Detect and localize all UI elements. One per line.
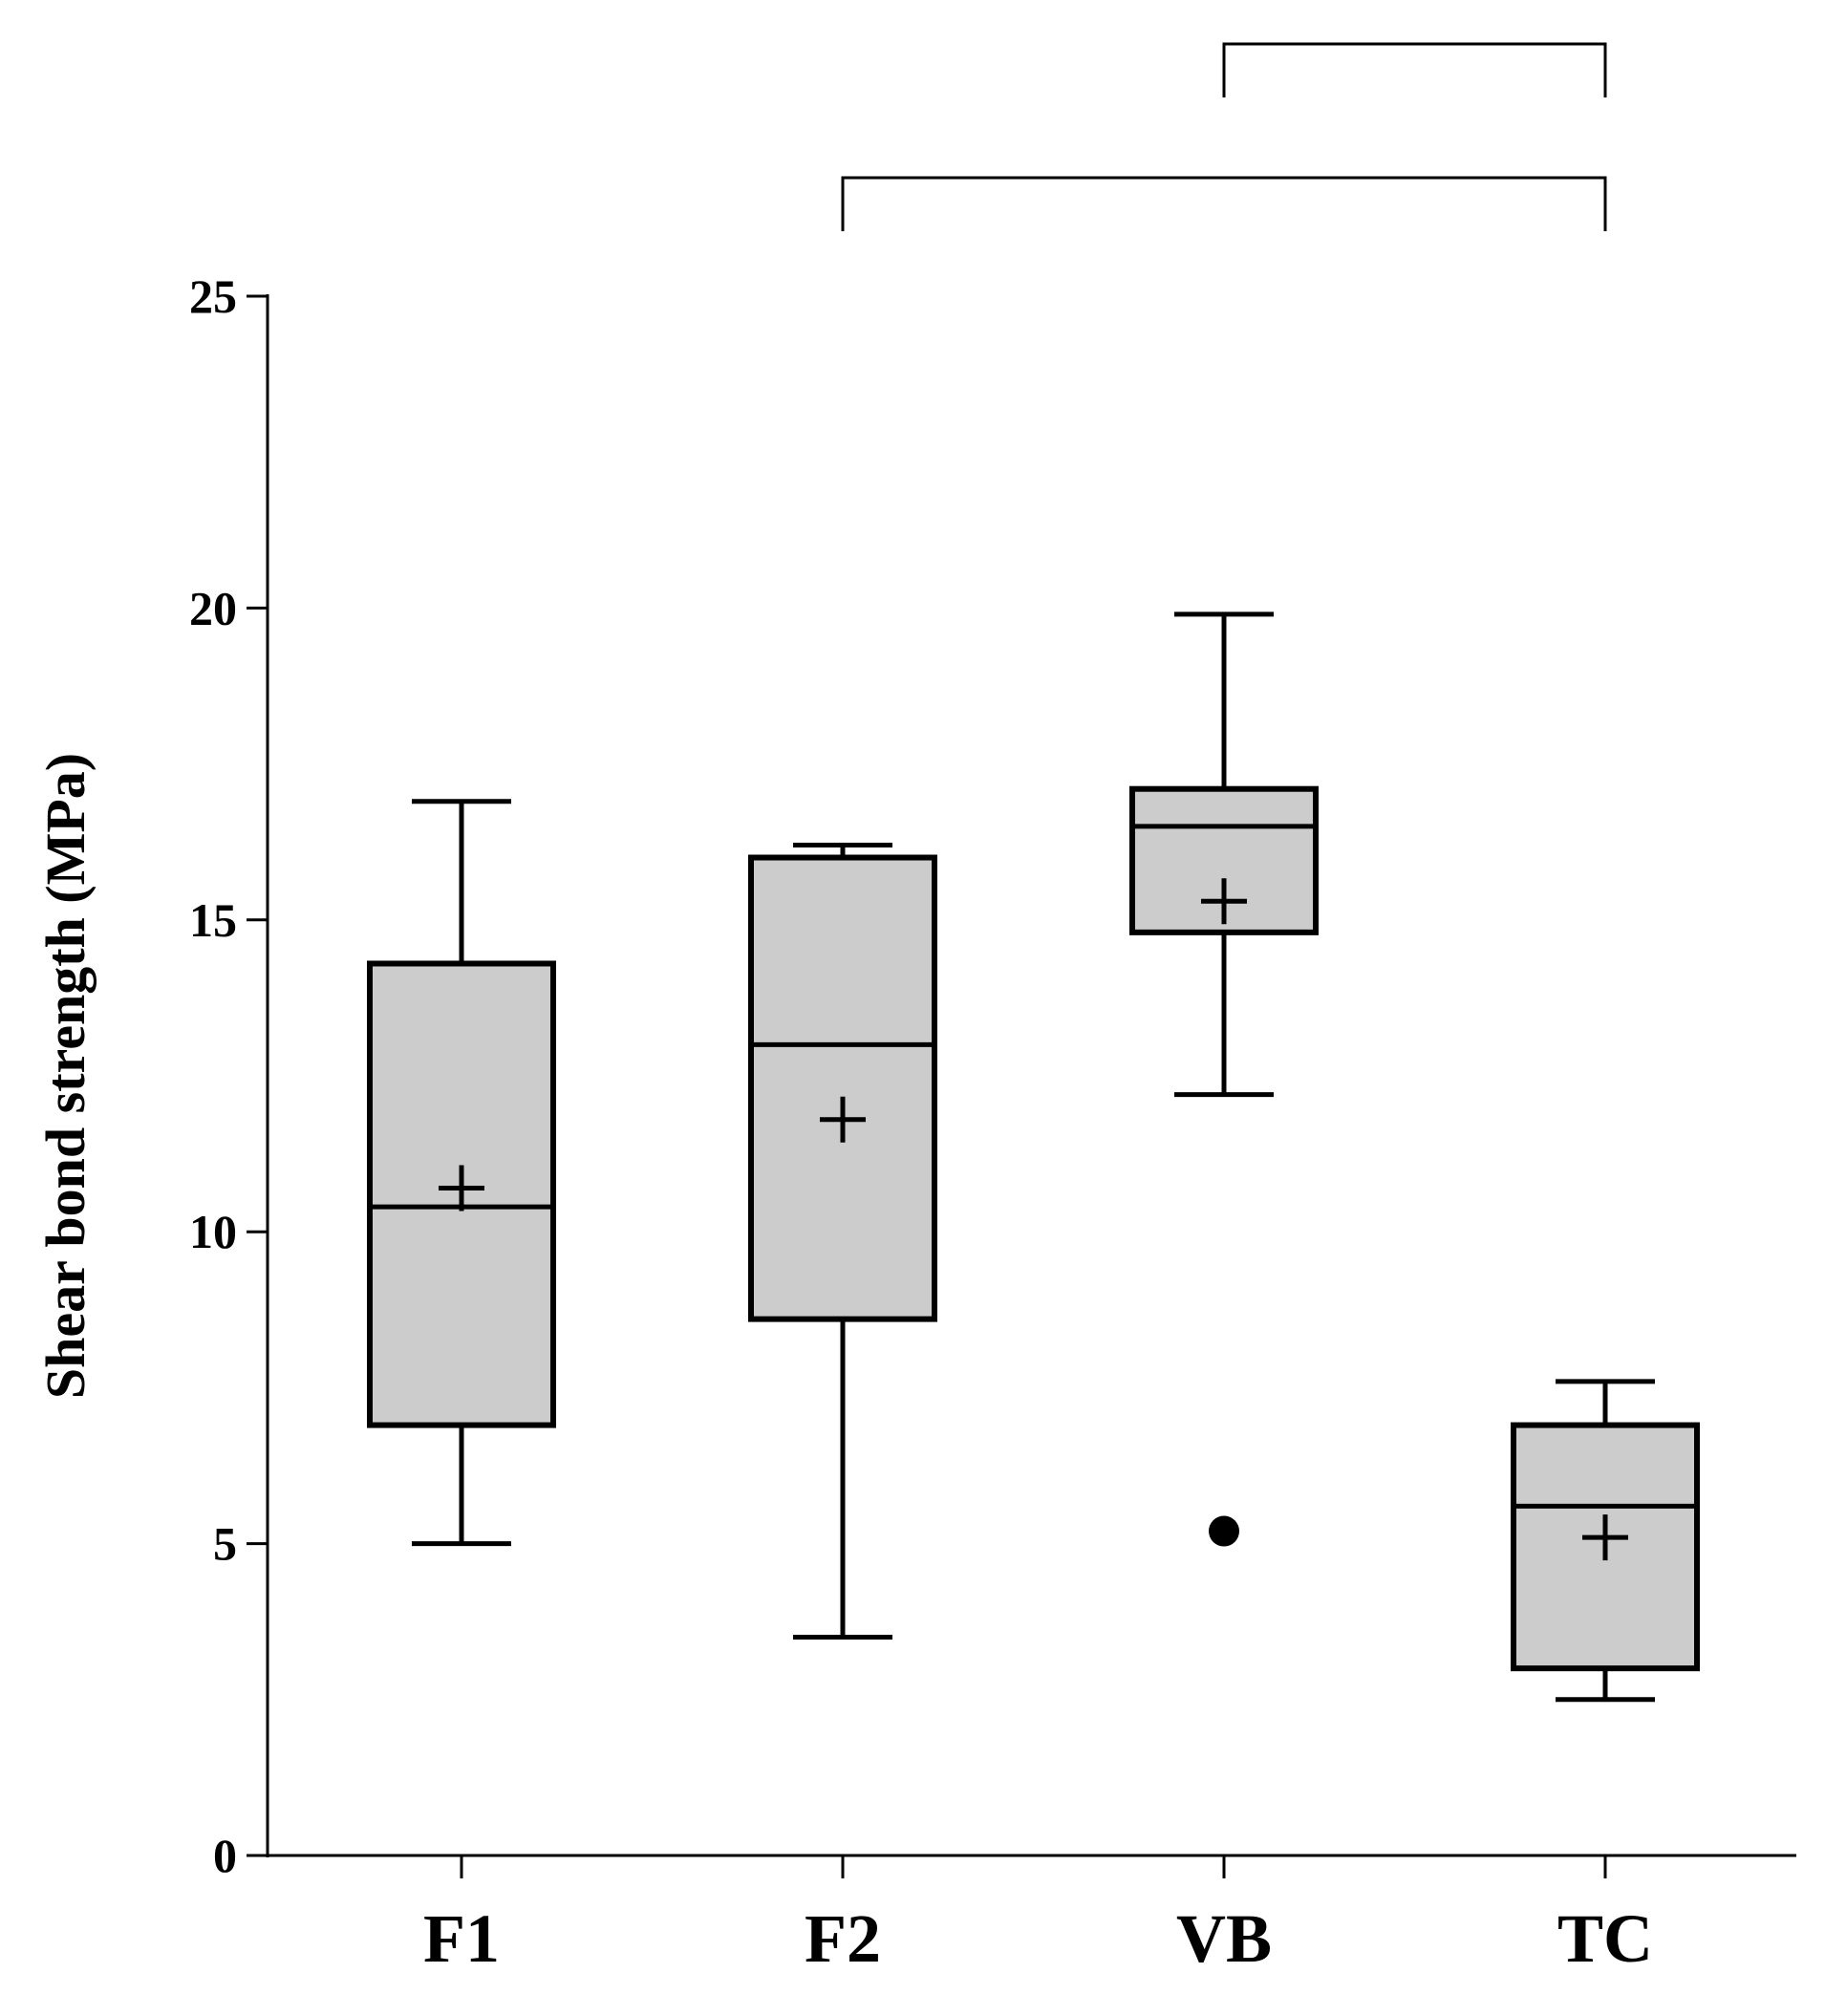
bracket-path [841, 176, 1607, 231]
bracket-path [1222, 42, 1607, 97]
plot-area [367, 611, 1700, 1703]
y-tick-label: 25 [189, 269, 237, 323]
x-category-label: F1 [423, 1900, 500, 1977]
x-category-label: VB [1176, 1900, 1272, 1977]
x-category-label: TC [1557, 1900, 1653, 1977]
axes [247, 294, 1796, 1878]
y-tick-label: 0 [213, 1829, 237, 1882]
outlier-point [1209, 1515, 1239, 1547]
y-axis-title: Shear bond strength (MPa) [34, 753, 97, 1399]
y-tick-label: 20 [189, 581, 237, 634]
labels: 0 5 10 15 20 25 F1 F2 VB TC Shear bond strength (M… [34, 269, 1653, 1977]
box-group-vb [1129, 611, 1319, 1547]
box-group-f2 [748, 842, 937, 1641]
significance-bracket-f2-tc [841, 176, 1607, 231]
y-tick-label: 10 [189, 1205, 237, 1258]
significance-bracket-vb-tc [1222, 42, 1607, 97]
significance-brackets [841, 42, 1607, 231]
iqr-box [748, 854, 937, 1322]
y-tick-label: 5 [213, 1517, 237, 1571]
box-group-tc [1511, 1379, 1700, 1703]
x-category-label: F2 [805, 1900, 881, 1977]
box-group-f1 [367, 799, 556, 1547]
y-tick-label: 15 [189, 893, 237, 947]
